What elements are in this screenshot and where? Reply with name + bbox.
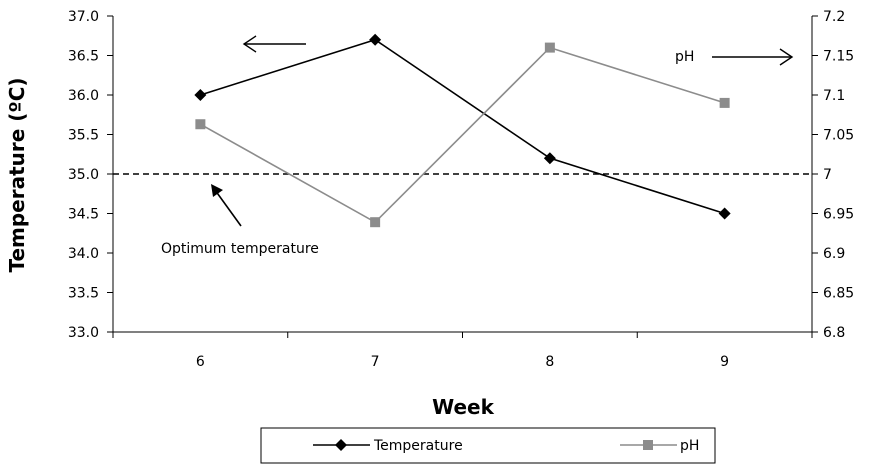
ph-line [199,46,725,224]
temperature-line [200,38,725,215]
y-axis-title: Temperature (ºC) [5,77,29,272]
optimum-arrow [214,189,242,227]
x-axis: 6 7 8 9 [112,332,813,370]
temperature-point [543,152,556,165]
ph-annotation-label: pH [675,49,694,65]
ph-point [370,217,381,228]
legend-ph-label: pH [680,438,699,454]
right-tick-label: 7.1 [823,88,845,104]
x-axis-title: Week [432,395,494,419]
x-tick-label: 7 [371,354,380,370]
right-tick-label: 6.95 [823,207,854,223]
legend: Temperature pH [260,427,716,464]
right-tick-label: 6.85 [823,286,854,302]
ph-point [195,119,206,130]
ph-point [719,97,730,108]
left-arrowhead [242,35,257,53]
legend-temperature-label: Temperature [373,438,463,454]
right-tick-label: 7.15 [823,49,854,65]
optimum-label: Optimum temperature [161,241,319,257]
temperature-point [718,207,731,220]
left-tick-label: 35.5 [68,128,99,144]
optimum-annotation: Optimum temperature [161,184,319,257]
legend-temperature-marker [335,439,347,451]
left-tick-label: 34.5 [68,207,99,223]
left-tick-label: 35.0 [68,167,99,183]
left-tick-label: 33.0 [68,325,99,341]
right-tick-label: 6.9 [823,246,845,262]
left-tick-label: 33.5 [68,286,99,302]
temperature-point [194,89,207,101]
ph-point [544,42,555,53]
left-axis: 33.0 33.5 34.0 34.5 35.0 35.5 36.0 36.5 37.0 [68,9,113,341]
left-tick-label: 37.0 [68,9,99,25]
right-arrowhead [779,48,794,66]
optimum-arrowhead [211,184,223,197]
right-tick-label: 7.05 [823,128,854,144]
right-tick-label: 6.8 [823,325,845,341]
x-tick-label: 9 [720,354,729,370]
temperature-direction-annotation [242,35,306,53]
right-tick-label: 7 [823,167,832,183]
series-layer [194,33,731,228]
left-tick-label: 34.0 [68,246,99,262]
x-tick-label: 6 [196,354,205,370]
right-axis: 6.8 6.85 6.9 6.95 7 7.05 7.1 7.15 7.2 [812,9,854,341]
temperature-point [369,33,382,46]
ph-direction-annotation: pH [675,48,794,66]
x-tick-label: 8 [545,354,554,370]
left-tick-label: 36.5 [68,49,99,65]
right-tick-label: 7.2 [823,9,845,25]
left-tick-label: 36.0 [68,88,99,104]
legend-ph-marker [643,440,653,450]
